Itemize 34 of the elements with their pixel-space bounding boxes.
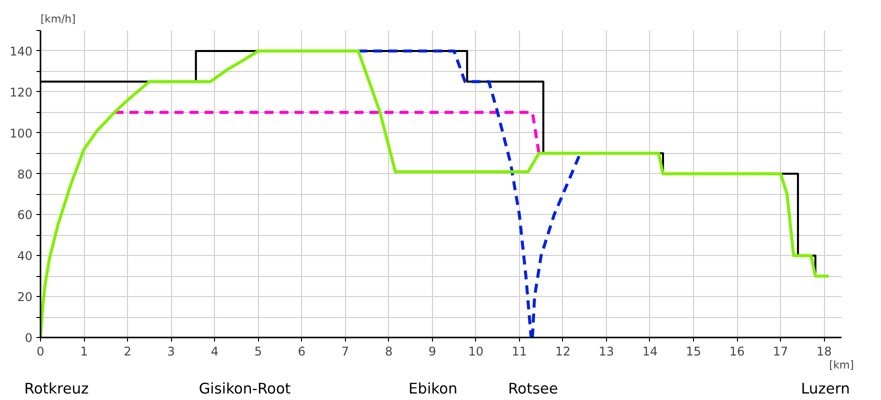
y-tick-label: 80 (17, 167, 33, 182)
text: Gisikon-Root (198, 380, 291, 398)
x-tick-label: 0 (36, 344, 44, 358)
y-tick-label: 100 (10, 126, 32, 140)
x-tick-label: 9 (428, 344, 436, 358)
x-tick-label: 12 (555, 344, 571, 358)
x-tick-label: 2 (124, 344, 132, 358)
x-tick-label: 11 (512, 344, 528, 358)
x-tick-label: 3 (167, 344, 175, 358)
x-tick-label: 1 (80, 344, 88, 358)
y-tick-label: 0 (24, 331, 33, 345)
x-tick-label: 17 (772, 344, 788, 358)
x-tick-label: 18 (816, 344, 832, 358)
x-tick-label: 13 (598, 344, 614, 358)
y-tick-label: 20 (17, 290, 33, 304)
text: Ebikon (408, 380, 458, 398)
y-tick-label: 140 (10, 44, 32, 58)
y-tick-label: 120 (10, 85, 32, 100)
x-tick-label: 6 (298, 344, 306, 358)
y-axis-title: [km/h] (40, 12, 76, 26)
text: Luzern (801, 380, 850, 398)
x-tick-label: 16 (729, 344, 745, 358)
x-tick-label: 14 (642, 344, 658, 358)
x-tick-label: 5 (254, 344, 262, 358)
x-tick-label: 15 (686, 344, 702, 358)
text: Rotkreuz (24, 380, 90, 398)
x-tick-label: 10 (468, 344, 484, 358)
x-tick-label: 4 (210, 344, 218, 358)
x-tick-label: 7 (341, 344, 350, 358)
y-tick-label: 60 (17, 208, 33, 222)
y-tick-label: 40 (17, 249, 33, 264)
x-tick-label: 8 (384, 344, 393, 358)
text: Rotsee (508, 380, 558, 398)
x-axis-title: [km] (829, 358, 854, 372)
